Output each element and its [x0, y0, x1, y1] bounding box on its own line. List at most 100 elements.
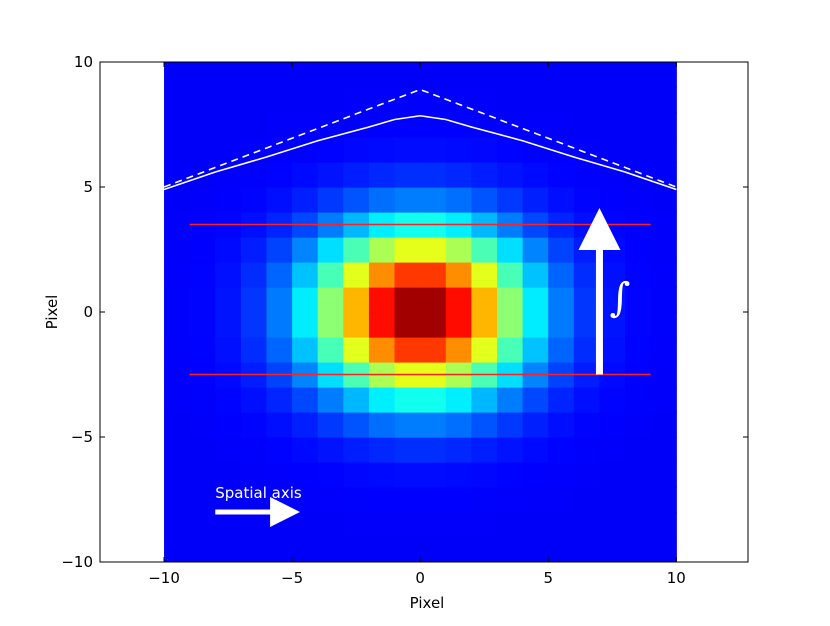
annotations: Spatial axis ∫ [215, 208, 631, 527]
heatmap-cell [292, 462, 319, 488]
heatmap-cell [650, 462, 677, 488]
heatmap-cell [343, 412, 370, 438]
heatmap-cell [445, 87, 472, 113]
heatmap-cell [343, 237, 370, 263]
heatmap-cell [471, 62, 498, 88]
heatmap-cell [573, 262, 601, 288]
heatmap-cell [240, 387, 268, 413]
heatmap-cell [189, 162, 216, 188]
heatmap-cell [573, 112, 601, 138]
integral-symbol: ∫ [610, 275, 631, 321]
heatmap-cell [573, 512, 601, 538]
heatmap-cell [471, 87, 498, 113]
heatmap-cell [471, 437, 498, 463]
heatmap-cell [471, 237, 498, 263]
heatmap-cell [240, 462, 268, 488]
heatmap-cell [573, 537, 601, 562]
heatmap-cell [573, 337, 601, 363]
heatmap-cell [497, 537, 524, 562]
heatmap-cell [292, 162, 319, 188]
heatmap-cell [343, 187, 370, 213]
heatmap-cell [368, 87, 396, 113]
heatmap-cell [548, 237, 575, 263]
heatmap-cell [164, 287, 191, 313]
y-axis-label: Pixel [43, 295, 61, 330]
heatmap-cell [189, 287, 216, 313]
heatmap-cell [164, 337, 191, 363]
heatmap-cell [368, 187, 396, 213]
heatmap-cell [215, 287, 242, 313]
heatmap-cell [420, 312, 447, 338]
heatmap-cell [266, 187, 293, 213]
heatmap-cell [497, 487, 524, 513]
heatmap-cell [548, 262, 575, 288]
heatmap-cell [394, 537, 421, 562]
heatmap-cell [420, 462, 447, 488]
heatmap-cell [471, 387, 498, 413]
x-tick-label: 0 [415, 569, 425, 587]
heatmap-cell [215, 437, 242, 463]
heatmap-cell [420, 237, 447, 263]
heatmap-cell [394, 237, 421, 263]
heatmap-cell [650, 437, 677, 463]
heatmap-cell [164, 487, 191, 513]
heatmap-cell [394, 62, 421, 88]
heatmap-cell [215, 237, 242, 263]
heatmap-cell [497, 87, 524, 113]
heatmap-cell [497, 287, 524, 313]
series-line-1 [163, 88, 677, 188]
heatmap-cell [625, 412, 652, 438]
heatmap-cell [497, 62, 524, 88]
heatmap-cell [625, 87, 652, 113]
heatmap-cell [189, 87, 216, 113]
heatmap-cell [215, 387, 242, 413]
heatmap-cell [548, 187, 575, 213]
heatmap-cell [445, 537, 472, 562]
heatmap-cell [420, 62, 447, 88]
heatmap [164, 62, 677, 562]
heatmap-cell [497, 137, 524, 163]
heatmap-cell [343, 337, 370, 363]
heatmap-cell [266, 112, 293, 138]
heatmap-cell [445, 437, 472, 463]
heatmap-cell [368, 487, 396, 513]
heatmap-cell [394, 387, 421, 413]
heatmap-cell [599, 137, 626, 163]
heatmap-cell [189, 237, 216, 263]
heatmap-cell [445, 387, 472, 413]
heatmap-cell [394, 337, 421, 363]
heatmap-cell [266, 237, 293, 263]
heatmap-cell [650, 387, 677, 413]
heatmap-cell [317, 187, 344, 213]
heatmap-cell [522, 137, 549, 163]
heatmap-cell [599, 187, 626, 213]
heatmap-cell [471, 462, 498, 488]
heatmap-cell [599, 437, 626, 463]
heatmap-cell [189, 412, 216, 438]
heatmap-cell [240, 337, 268, 363]
heatmap-cell [625, 512, 652, 538]
heatmap-cell [317, 462, 344, 488]
heatmap-cell [240, 287, 268, 313]
heatmap-cell [497, 512, 524, 538]
heatmap-cell [240, 62, 268, 88]
heatmap-cell [522, 162, 549, 188]
heatmap-cell [189, 62, 216, 88]
heatmap-cell [266, 537, 293, 562]
y-tick-label: −10 [61, 553, 93, 571]
heatmap-cell [343, 112, 370, 138]
heatmap-cell [368, 512, 396, 538]
heatmap-cell [497, 162, 524, 188]
heatmap-cell [266, 462, 293, 488]
heatmap-cell [215, 462, 242, 488]
heatmap-cell [215, 412, 242, 438]
heatmap-cell [292, 387, 319, 413]
heatmap-cell [522, 187, 549, 213]
heatmap-cell [420, 187, 447, 213]
heatmap-cell [599, 337, 626, 363]
heatmap-cell [343, 287, 370, 313]
series-lines [163, 88, 677, 376]
heatmap-cell [394, 412, 421, 438]
heatmap-cell [522, 87, 549, 113]
heatmap-cell [445, 62, 472, 88]
